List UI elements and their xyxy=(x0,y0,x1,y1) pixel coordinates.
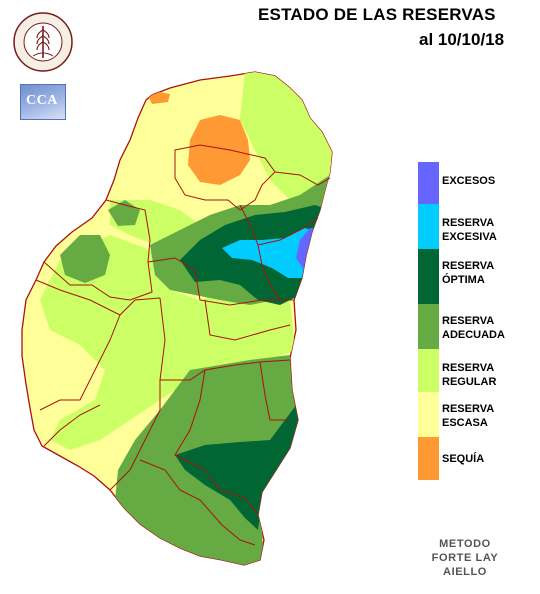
zone-reserva-optima-south xyxy=(175,400,300,530)
map-title: ESTADO DE LAS RESERVAS xyxy=(258,5,496,24)
method-line-1: METODO xyxy=(439,538,491,550)
zone-sequia-north xyxy=(188,115,250,185)
map-date: al 10/10/18 xyxy=(419,30,505,49)
department-border xyxy=(147,257,294,306)
department-border xyxy=(139,459,256,546)
department-border xyxy=(43,199,153,301)
legend-label-sequia: SEQUÍA xyxy=(442,453,485,465)
legend-item-reserva-adecuada: RESERVA ADECUADA xyxy=(418,304,528,349)
department-border xyxy=(159,297,291,381)
department-border xyxy=(43,404,101,447)
legend-item-sequia: SEQUÍA xyxy=(418,437,528,480)
legend-swatch-reserva-excesiva xyxy=(418,204,439,249)
legend-item-reserva-escasa: RESERVA ESCASA xyxy=(418,392,528,437)
legend-label-reserva-excesiva: RESERVA EXCESIVA xyxy=(442,217,497,243)
legend-label-reserva-adecuada: RESERVA ADECUADA xyxy=(442,315,505,341)
method-line-3: AIELLO xyxy=(443,566,487,578)
department-border xyxy=(174,144,276,211)
legend-item-reserva-regular: RESERVA REGULAR xyxy=(418,349,528,392)
legend-label-reserva-optima: RESERVA ÓPTIMA xyxy=(442,260,495,286)
legend-swatch-reserva-regular xyxy=(418,349,439,392)
method-credit: METODO FORTE LAY AIELLO xyxy=(420,537,510,579)
legend-swatch-excesos xyxy=(418,162,439,204)
bolsa-de-cereales-seal-logo xyxy=(13,12,73,72)
legend-item-reserva-optima: RESERVA ÓPTIMA xyxy=(418,249,528,304)
department-border xyxy=(274,171,331,186)
zone-reserva-excesiva xyxy=(222,228,318,278)
legend-swatch-reserva-optima xyxy=(418,249,439,304)
legend-swatch-reserva-adecuada xyxy=(418,304,439,349)
department-border xyxy=(174,369,259,516)
cca-logo: CCA xyxy=(20,84,66,120)
legend-label-excesos: EXCESOS xyxy=(442,175,496,187)
cca-logo-text: CCA xyxy=(26,93,58,108)
department-border xyxy=(204,299,291,341)
department-border xyxy=(39,314,121,411)
department-border xyxy=(239,204,281,301)
method-line-2: FORTE LAY xyxy=(431,552,499,564)
legend-label-reserva-regular: RESERVA REGULAR xyxy=(442,362,497,388)
legend-label-reserva-escasa: RESERVA ESCASA xyxy=(442,403,495,429)
department-border xyxy=(259,361,290,421)
legend-swatch-reserva-escasa xyxy=(418,392,439,437)
legend-item-reserva-excesiva: RESERVA EXCESIVA xyxy=(418,204,528,249)
department-border xyxy=(109,380,161,491)
legend-item-excesos: EXCESOS xyxy=(418,162,528,204)
department-border xyxy=(35,279,161,316)
zone-reserva-adecuada-nw-patch xyxy=(60,235,110,283)
zone-sequia-tip xyxy=(148,92,170,104)
zone-reserva-regular-west xyxy=(40,235,295,450)
department-border xyxy=(257,217,319,246)
legend-swatch-sequia xyxy=(418,437,439,480)
